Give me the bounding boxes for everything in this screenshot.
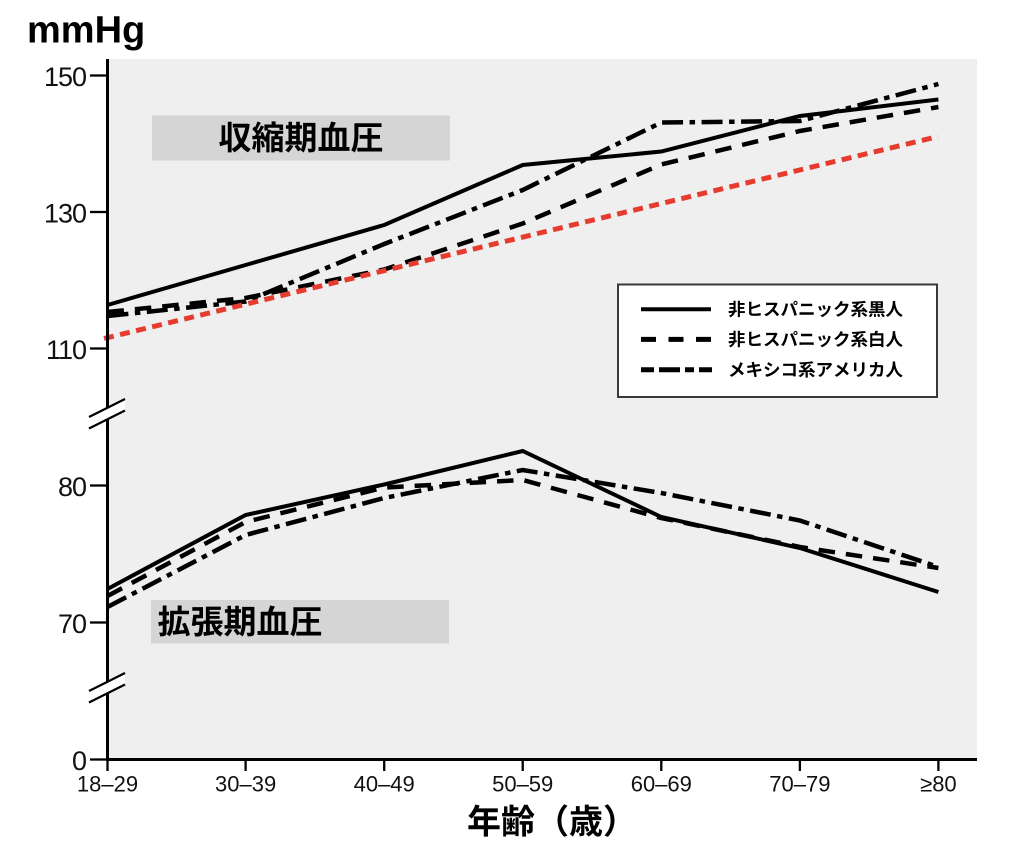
- svg-text:18–29: 18–29: [77, 772, 138, 797]
- svg-text:30–39: 30–39: [215, 772, 276, 797]
- svg-text:70: 70: [58, 609, 86, 639]
- svg-text:50–59: 50–59: [492, 772, 553, 797]
- svg-text:110: 110: [46, 335, 86, 365]
- svg-text:70–79: 70–79: [769, 772, 830, 797]
- svg-text:mmHg: mmHg: [27, 10, 145, 52]
- svg-text:40–49: 40–49: [354, 772, 415, 797]
- svg-text:150: 150: [44, 62, 86, 92]
- svg-text:60–69: 60–69: [631, 772, 692, 797]
- svg-text:80: 80: [58, 472, 86, 502]
- svg-text:≥80: ≥80: [920, 772, 957, 797]
- svg-text:130: 130: [44, 199, 86, 229]
- svg-text:0: 0: [72, 746, 86, 776]
